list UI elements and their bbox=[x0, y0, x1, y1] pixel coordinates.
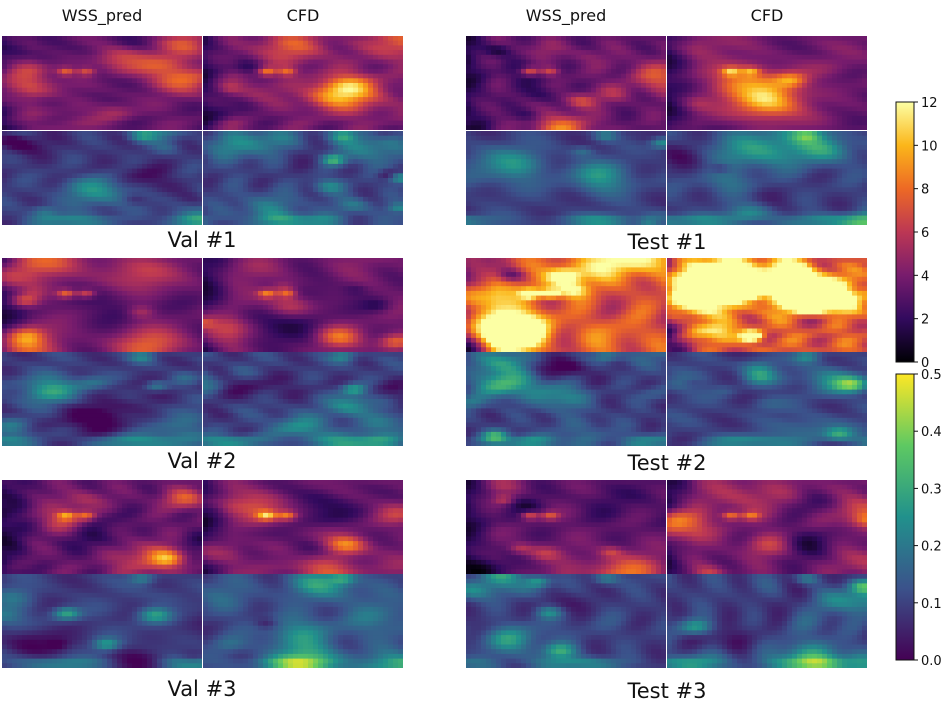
colorbar-wss-tick-label: 10 bbox=[921, 139, 938, 154]
heatmap-test-cfd-3-osi bbox=[667, 574, 867, 668]
case-label-test-1: Test #1 bbox=[627, 230, 707, 254]
heatmap-val-pred-2-wss bbox=[2, 258, 202, 352]
heatmap-test-pred-2-wss bbox=[466, 258, 666, 352]
heatmap-test-pred-1-osi bbox=[466, 131, 666, 225]
colorbar-osi-gradient bbox=[895, 373, 915, 661]
case-label-val-2: Val #2 bbox=[167, 449, 237, 473]
header-left-cfd: CFD bbox=[286, 6, 320, 25]
heatmap-val-cfd-3-wss bbox=[203, 480, 403, 574]
heatmap-val-pred-3-wss bbox=[2, 480, 202, 574]
heatmap-val-cfd-1-osi bbox=[203, 131, 403, 225]
heatmap-val-pred-3-osi bbox=[2, 574, 202, 668]
colorbar-wss-tick-label: 4 bbox=[921, 269, 929, 284]
heatmap-test-cfd-2-osi bbox=[667, 352, 867, 446]
heatmap-val-cfd-1-wss bbox=[203, 36, 403, 130]
colorbar-wss-tick-label: 6 bbox=[921, 226, 929, 241]
colorbar-osi: 0.0 0.1 0.2 0.3 0.4 0.5 bbox=[895, 368, 942, 669]
colorbar-wss-tick-label: 8 bbox=[921, 183, 929, 198]
header-right-cfd: CFD bbox=[750, 6, 784, 25]
heatmap-test-cfd-1-wss bbox=[667, 36, 867, 130]
case-label-val-3: Val #3 bbox=[167, 677, 237, 701]
case-label-test-3: Test #3 bbox=[627, 679, 707, 703]
heatmap-test-cfd-1-osi bbox=[667, 131, 867, 225]
colorbar-osi-tick-label: 0.3 bbox=[921, 482, 942, 497]
colorbar-osi-tick-label: 0.0 bbox=[921, 654, 942, 669]
colorbar-wss-gradient bbox=[895, 101, 915, 363]
colorbar-osi-tick-label: 0.2 bbox=[921, 540, 942, 555]
colorbar-wss: 0 2 4 6 8 10 12 bbox=[895, 96, 938, 368]
heatmap-test-pred-3-osi bbox=[466, 574, 666, 668]
heatmap-val-pred-1-osi bbox=[2, 131, 202, 225]
colorbar-wss-tick-label: 0 bbox=[921, 356, 929, 368]
heatmap-test-cfd-3-wss bbox=[667, 480, 867, 574]
heatmap-val-cfd-2-wss bbox=[203, 258, 403, 352]
heatmap-test-pred-1-wss bbox=[466, 36, 666, 130]
colorbar-wss-tick-label: 12 bbox=[921, 96, 938, 111]
colorbar-osi-tick-label: 0.4 bbox=[921, 425, 942, 440]
heatmap-val-cfd-3-osi bbox=[203, 574, 403, 668]
heatmap-val-cfd-2-osi bbox=[203, 352, 403, 446]
colorbar-wss-tick-label: 2 bbox=[921, 313, 929, 328]
heatmap-val-pred-2-osi bbox=[2, 352, 202, 446]
heatmap-test-pred-2-osi bbox=[466, 352, 666, 446]
header-left-pred: WSS_pred bbox=[61, 6, 143, 25]
heatmap-test-cfd-2-wss bbox=[667, 258, 867, 352]
case-label-val-1: Val #1 bbox=[167, 228, 237, 252]
case-label-test-2: Test #2 bbox=[627, 451, 707, 475]
colorbar-osi-tick-label: 0.5 bbox=[921, 368, 942, 383]
heatmap-test-pred-3-wss bbox=[466, 480, 666, 574]
header-right-pred: WSS_pred bbox=[525, 6, 607, 25]
heatmap-val-pred-1-wss bbox=[2, 36, 202, 130]
colorbar-osi-tick-label: 0.1 bbox=[921, 597, 942, 612]
